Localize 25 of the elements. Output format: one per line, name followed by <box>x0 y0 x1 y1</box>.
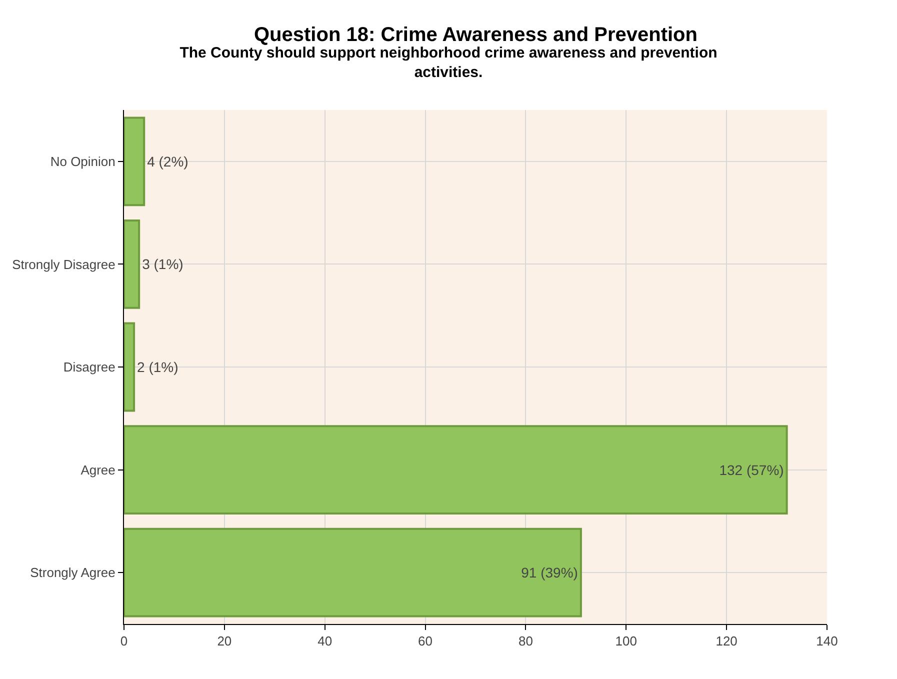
x-tick-label: 140 <box>816 634 838 649</box>
bar <box>124 528 582 618</box>
x-tick-label: 20 <box>217 634 232 649</box>
x-tick-label: 100 <box>615 634 637 649</box>
data-label: 4 (2%) <box>147 153 188 170</box>
bar <box>124 116 146 206</box>
x-tick-label: 120 <box>716 634 738 649</box>
y-tick-label: Strongly Disagree <box>12 256 116 272</box>
data-label: 132 (57%) <box>719 462 784 478</box>
x-tick-label: 80 <box>518 634 533 649</box>
bar <box>124 322 136 412</box>
bar <box>124 425 788 514</box>
data-label: 3 (1%) <box>142 256 184 272</box>
y-tick-label: Agree <box>80 462 116 478</box>
y-tick-label: No Opinion <box>50 154 116 169</box>
data-label: 91 (39%) <box>521 564 578 581</box>
bar <box>124 220 140 309</box>
y-tick-label: Strongly Agree <box>30 565 116 580</box>
x-tick-label: 0 <box>120 634 128 649</box>
text: Question 18: Crime Awareness and Prevention <box>254 24 698 46</box>
y-tick-label: Disagree <box>63 360 116 375</box>
x-tick-label: 60 <box>418 634 433 649</box>
data-label: 2 (1%) <box>137 359 178 375</box>
x-tick-label: 40 <box>318 634 332 649</box>
chart-title: The County should support neighborhood crime awareness and prevention activities. <box>180 44 718 82</box>
